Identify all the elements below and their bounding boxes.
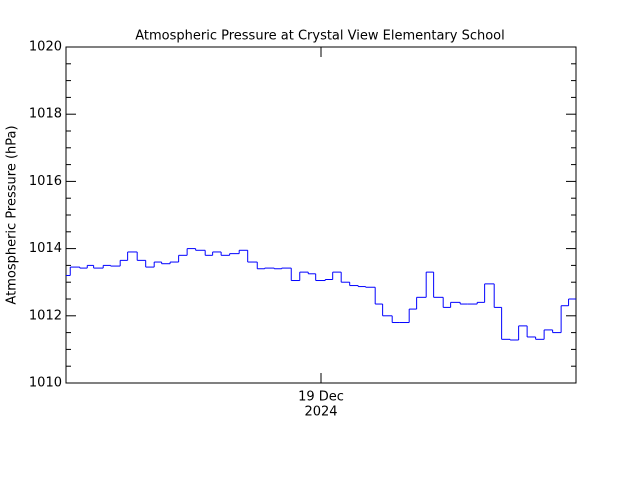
y-tick-label: 1014: [29, 241, 62, 256]
y-tick-label: 1010: [29, 376, 62, 391]
chart-title: Atmospheric Pressure at Crystal View Ele…: [135, 29, 505, 44]
y-tick-label: 1012: [29, 308, 62, 323]
plot-frame: [65, 46, 577, 384]
y-tick-label: 1020: [29, 40, 62, 55]
x-tick-label: 19 Dec: [298, 390, 344, 405]
y-tick-label: 1018: [29, 107, 62, 122]
y-tick-label: 1016: [29, 174, 62, 189]
y-axis-label: Atmospheric Pressure (hPa): [5, 125, 20, 304]
x-tick-label: 2024: [304, 405, 337, 420]
